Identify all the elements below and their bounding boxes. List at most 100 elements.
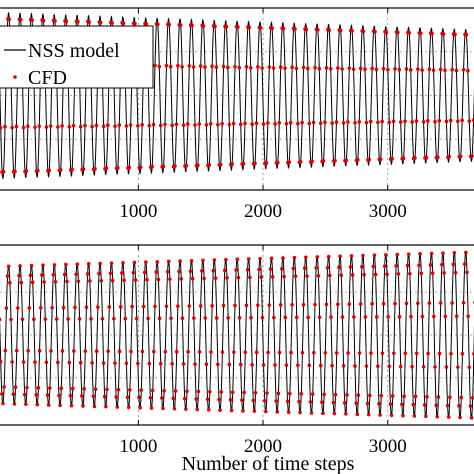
cfd-point <box>337 265 341 270</box>
cfd-point <box>344 158 349 163</box>
cfd-point <box>323 120 327 125</box>
cfd-point <box>341 364 346 368</box>
cfd-point <box>138 165 143 169</box>
cfd-point <box>236 25 240 29</box>
cfd-point <box>418 252 422 256</box>
cfd-point <box>191 65 196 69</box>
cfd-point <box>137 395 141 400</box>
cfd-point <box>71 123 76 128</box>
cfd-point <box>203 316 208 320</box>
cfd-point <box>307 121 312 126</box>
cfd-point <box>356 393 361 397</box>
cfd-point <box>340 67 344 71</box>
axes-border <box>0 7 474 191</box>
cfd-point <box>37 349 42 353</box>
cfd-point <box>268 267 273 271</box>
cfd-point <box>217 397 221 402</box>
bottom-series <box>0 250 474 420</box>
cfd-point <box>433 119 437 124</box>
cfd-point <box>369 351 373 355</box>
cfd-point <box>197 122 202 126</box>
cfd-point <box>100 316 105 321</box>
cfd-point <box>91 394 96 399</box>
cfd-point <box>379 393 384 398</box>
cfd-point <box>283 66 287 71</box>
legend-dot-marker <box>13 75 17 79</box>
cfd-point <box>296 363 300 368</box>
cfd-point <box>49 349 53 353</box>
cfd-point <box>355 412 360 417</box>
cfd-point <box>41 18 46 23</box>
legend: NSS model CFD <box>0 25 154 89</box>
cfd-point <box>201 258 205 263</box>
cfd-point <box>110 21 114 25</box>
cfd-point <box>113 361 117 365</box>
cfd-point <box>182 396 187 401</box>
cfd-point <box>414 351 419 356</box>
cfd-point <box>208 389 212 394</box>
cfd-point <box>306 66 310 71</box>
cfd-point <box>153 63 157 68</box>
cfd-point <box>153 304 157 309</box>
cfd-point <box>237 65 242 70</box>
cfd-point <box>106 123 110 127</box>
cfd-point <box>62 272 67 277</box>
cfd-point <box>161 164 166 169</box>
cfd-point <box>277 350 282 355</box>
cfd-point <box>403 351 408 356</box>
cfd-point <box>381 301 386 306</box>
cfd-point <box>354 401 358 405</box>
cfd-point <box>322 392 326 397</box>
cfd-point <box>180 65 184 69</box>
cfd-point <box>350 273 355 277</box>
cfd-point <box>46 403 51 407</box>
cfd-point <box>198 304 203 308</box>
cfd-point <box>168 64 173 69</box>
cfd-point <box>10 125 14 130</box>
cfd-point <box>171 396 176 401</box>
cfd-point <box>304 255 308 260</box>
cfd-point <box>366 412 371 417</box>
cfd-point <box>44 360 49 365</box>
cfd-point <box>207 163 212 167</box>
cfd-point <box>213 24 217 29</box>
cfd-point <box>408 68 413 72</box>
cfd-point <box>466 314 470 319</box>
xtick-label: 2000 <box>244 436 282 457</box>
cfd-point <box>99 278 104 283</box>
cfd-point <box>192 316 196 320</box>
cfd-point <box>358 302 363 306</box>
cfd-point <box>328 273 332 278</box>
cfd-point <box>296 121 300 126</box>
cfd-point <box>35 402 40 407</box>
cfd-point <box>244 303 249 308</box>
bottom-xticks: 1000 2000 3000 <box>119 245 407 457</box>
cfd-point <box>249 315 253 320</box>
cfd-point <box>424 155 429 160</box>
cfd-point <box>212 258 217 262</box>
cfd-point <box>298 160 303 164</box>
cfd-point <box>276 391 281 396</box>
cfd-point <box>321 411 325 416</box>
cfd-point <box>404 301 409 306</box>
cfd-point <box>241 409 245 413</box>
cfd-point <box>139 388 144 392</box>
cfd-point <box>374 315 379 319</box>
cfd-point <box>18 264 22 268</box>
cfd-point <box>140 122 144 127</box>
cfd-point <box>272 315 276 320</box>
cfd-point <box>118 305 123 309</box>
cfd-point <box>186 122 190 126</box>
cfd-point <box>438 67 443 72</box>
cfd-point <box>126 405 131 410</box>
cfd-point <box>436 395 441 399</box>
cfd-point <box>154 270 158 274</box>
cfd-point <box>256 303 260 307</box>
cfd-point <box>150 388 155 393</box>
cfd-point <box>267 303 272 307</box>
cfd-point <box>10 360 14 364</box>
cfd-point <box>340 315 345 319</box>
cfd-point <box>187 304 192 308</box>
cfd-point <box>208 121 213 126</box>
cfd-point <box>257 267 261 272</box>
